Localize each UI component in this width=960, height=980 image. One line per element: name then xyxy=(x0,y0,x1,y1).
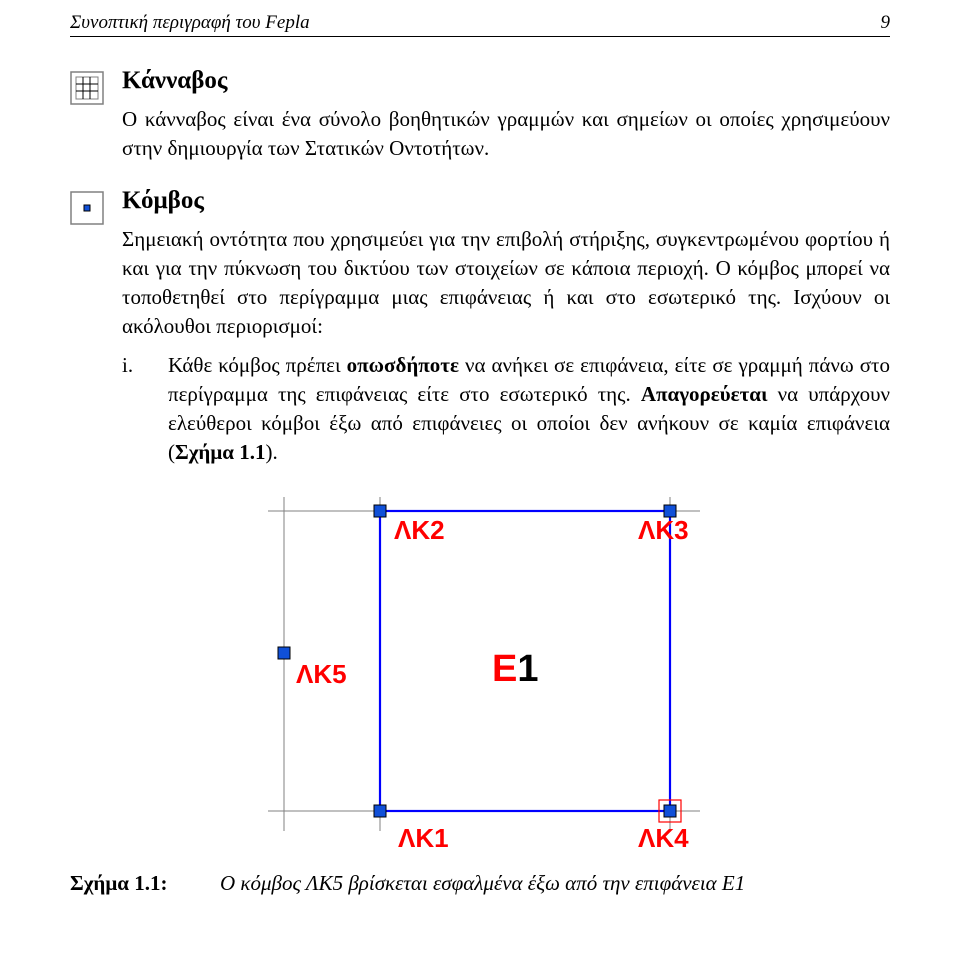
label-e1-e: Ε xyxy=(492,648,517,690)
label-lk3: ΛΚ3 xyxy=(638,515,689,545)
figure-1-1: ΛΚ2 ΛΚ3 ΛΚ5 ΛΚ1 ΛΚ4 Ε1 xyxy=(70,491,890,861)
list-text-a: Κάθε κόμβος πρέπει xyxy=(168,353,347,377)
section-node: Κόμβος Σημειακή οντότητα που χρησιμεύει … xyxy=(70,187,890,467)
header-title: Συνοπτική περιγραφή του Fepla xyxy=(70,12,310,34)
figure-svg: ΛΚ2 ΛΚ3 ΛΚ5 ΛΚ1 ΛΚ4 Ε1 xyxy=(240,491,720,861)
svg-text:Ε1: Ε1 xyxy=(492,648,539,690)
label-lk2: ΛΚ2 xyxy=(394,515,445,545)
page: Συνοπτική περιγραφή του Fepla 9 Κ xyxy=(0,0,960,980)
figure-caption-label: Σχήμα 1.1: xyxy=(70,871,220,896)
page-number: 9 xyxy=(881,12,891,34)
label-lk5: ΛΚ5 xyxy=(296,659,347,689)
list-body: Κάθε κόμβος πρέπει οπωσδήποτε να ανήκει … xyxy=(168,351,890,467)
list-text-g: ). xyxy=(265,440,277,464)
list-item: i. Κάθε κόμβος πρέπει οπωσδήποτε να ανήκ… xyxy=(122,351,890,467)
list-marker: i. xyxy=(122,351,168,467)
list-text-f: Σχήμα 1.1 xyxy=(175,440,265,464)
node-icon xyxy=(70,191,104,225)
label-e1-1: 1 xyxy=(517,648,538,690)
grid-icon xyxy=(70,71,104,105)
label-lk1: ΛΚ1 xyxy=(398,823,449,853)
page-header: Συνοπτική περιγραφή του Fepla 9 xyxy=(70,12,890,37)
list-text-d: Απαγορεύεται xyxy=(641,382,768,406)
section-grid-body: Ο κάνναβος είναι ένα σύνολο βοηθητικών γ… xyxy=(122,105,890,163)
figure-caption: Σχήμα 1.1: Ο κόμβος ΛΚ5 βρίσκεται εσφαλμ… xyxy=(70,871,890,896)
section-heading-grid: Κάνναβος xyxy=(122,67,890,95)
section-node-body: Σημειακή οντότητα που χρησιμεύει για την… xyxy=(122,225,890,341)
section-grid: Κάνναβος Ο κάνναβος είναι ένα σύνολο βοη… xyxy=(70,67,890,163)
figure-caption-text: Ο κόμβος ΛΚ5 βρίσκεται εσφαλμένα έξω από… xyxy=(220,871,890,896)
list-text-b: οπωσδήποτε xyxy=(347,353,459,377)
label-lk4: ΛΚ4 xyxy=(638,823,689,853)
section-heading-node: Κόμβος xyxy=(122,187,890,215)
